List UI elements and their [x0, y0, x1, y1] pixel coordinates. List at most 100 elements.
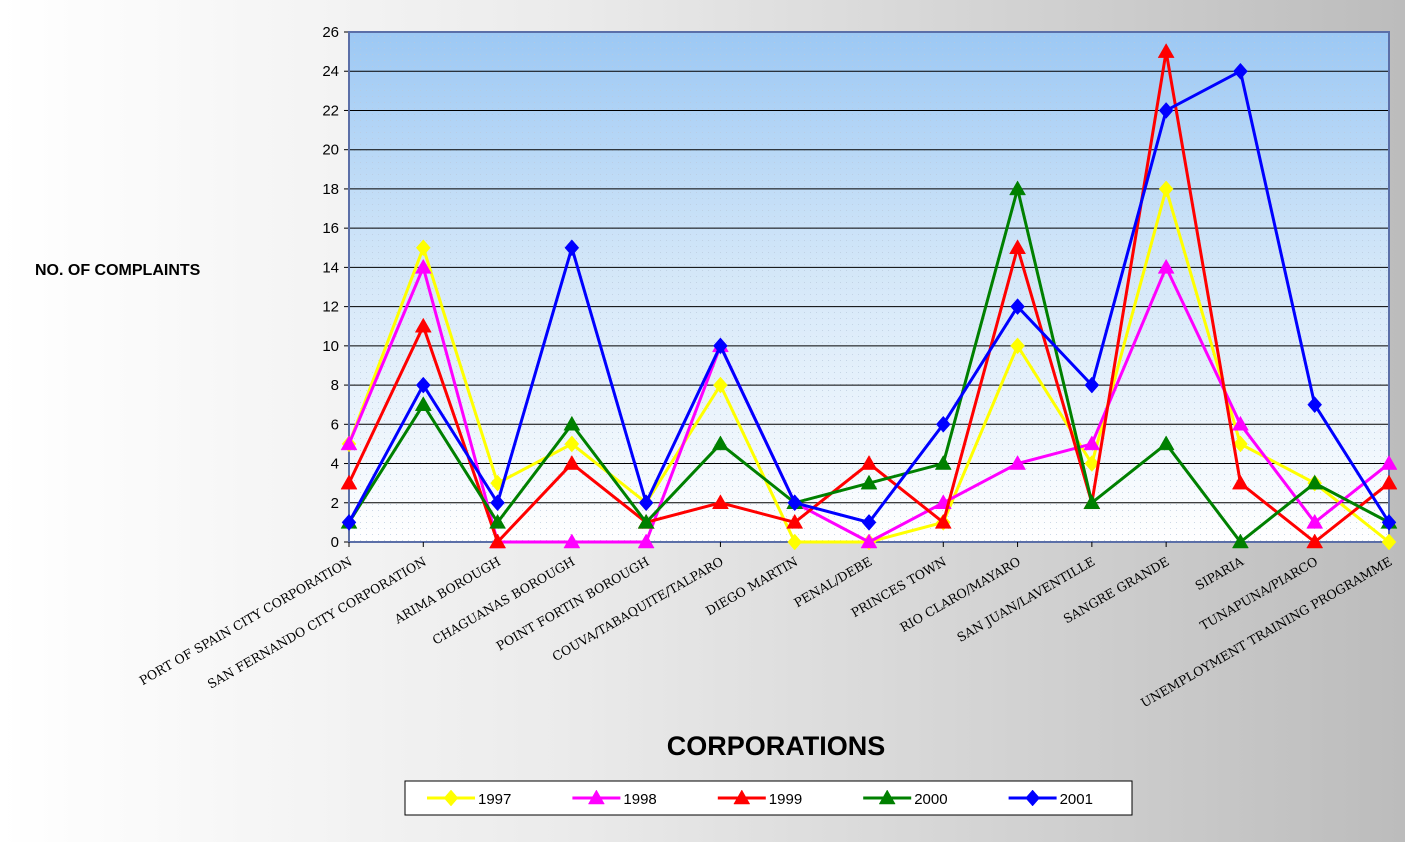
legend-label: 1999 [769, 791, 802, 808]
legend-label: 2000 [914, 791, 947, 808]
data-point-1997 [415, 239, 431, 257]
data-point-1997 [1233, 435, 1248, 453]
y-tick-label: 12 [322, 299, 339, 316]
data-point-2001 [1233, 62, 1248, 80]
legend-item-1998: 1998 [572, 789, 657, 808]
data-point-1997 [1010, 337, 1025, 355]
data-point-2000 [711, 435, 729, 451]
y-tick-label: 8 [331, 377, 339, 394]
data-point-2001 [713, 337, 728, 355]
legend-marker [587, 789, 605, 805]
data-point-1999 [1009, 239, 1027, 255]
data-point-1998 [1157, 258, 1175, 274]
data-point-1999 [1157, 43, 1175, 58]
x-tick-label: TUNAPUNA/PIARCO [1197, 554, 1320, 634]
legend-label: 1997 [478, 791, 511, 808]
data-point-1997 [1158, 180, 1174, 198]
data-point-2001 [638, 494, 654, 512]
data-point-2001 [787, 494, 803, 512]
legend-label: 2001 [1060, 791, 1093, 808]
data-point-1998 [414, 258, 432, 274]
legend-item-2001: 2001 [1008, 789, 1093, 808]
x-tick-label: CHAGUANAS BOROUGH [430, 554, 578, 648]
legend-item-2000: 2000 [863, 789, 948, 808]
y-tick-label: 24 [322, 63, 339, 80]
data-point-1999 [414, 317, 432, 333]
legend-marker [878, 789, 896, 805]
data-point-2001 [341, 514, 357, 531]
data-point-2000 [1009, 180, 1027, 196]
x-axis-title: CORPORATIONS [667, 731, 886, 761]
data-point-1997 [1084, 455, 1100, 472]
legend-marker [443, 789, 459, 807]
data-point-1998 [1380, 455, 1398, 470]
y-tick-label: 22 [322, 102, 339, 119]
y-tick-label: 16 [322, 220, 339, 237]
data-point-2000 [1306, 474, 1324, 490]
data-point-1998 [860, 533, 878, 549]
data-point-2001 [1010, 298, 1025, 315]
data-point-1999 [786, 513, 804, 529]
y-tick-label: 14 [322, 259, 339, 276]
y-tick-label: 6 [331, 416, 339, 433]
legend-label: 1998 [623, 791, 656, 808]
y-tick-label: 20 [322, 142, 339, 159]
data-point-1999 [563, 455, 581, 470]
data-point-1997 [1381, 533, 1397, 551]
y-tick-label: 0 [331, 534, 339, 551]
data-point-2000 [1083, 494, 1101, 510]
data-point-2001 [490, 494, 505, 512]
data-point-1998 [563, 533, 581, 549]
data-point-2001 [415, 376, 431, 394]
data-point-1999 [1306, 533, 1324, 549]
series-2001 [341, 62, 1397, 531]
data-point-2001 [564, 239, 580, 257]
legend-item-1997: 1997 [427, 789, 511, 808]
y-axis-title: NO. OF COMPLAINTS [35, 262, 201, 279]
data-point-1998 [1009, 455, 1027, 470]
data-point-2001 [935, 415, 951, 433]
data-point-2001 [1381, 514, 1397, 531]
data-point-2001 [1084, 376, 1100, 394]
data-point-1998 [1306, 513, 1324, 529]
data-point-2000 [489, 513, 507, 529]
data-point-1999 [860, 455, 878, 470]
x-tick-label: SAN JUAN/LAVENTILLE [954, 554, 1097, 645]
data-point-1998 [340, 435, 358, 451]
legend-item-1999: 1999 [717, 789, 802, 808]
x-tick-label: UNEMPLOYMENT TRAINING PROGRAMME [1138, 554, 1394, 711]
data-point-2000 [563, 415, 581, 431]
data-point-1997 [564, 435, 580, 453]
data-point-1998 [637, 533, 655, 549]
data-point-1997 [787, 533, 803, 551]
data-point-2000 [637, 513, 655, 529]
x-tick-label: RIO CLARO/MAYARO [897, 554, 1023, 635]
data-point-1997 [713, 376, 728, 394]
legend-marker [733, 789, 751, 805]
data-point-2000 [1157, 435, 1175, 451]
y-tick-label: 4 [331, 456, 339, 473]
legend-marker [1025, 789, 1040, 807]
data-point-1999 [711, 494, 729, 510]
y-tick-label: 2 [331, 495, 339, 512]
data-point-1999 [1231, 474, 1249, 490]
data-point-2000 [414, 396, 432, 411]
data-point-2001 [1307, 396, 1323, 414]
data-point-1999 [1380, 474, 1398, 490]
data-point-1999 [489, 533, 507, 549]
data-point-1999 [934, 513, 952, 529]
data-point-1998 [1231, 415, 1249, 431]
data-point-1999 [340, 474, 358, 490]
data-point-2000 [1231, 533, 1249, 549]
x-tick-label: SIPARIA [1192, 553, 1246, 593]
data-point-1998 [1083, 435, 1101, 451]
y-tick-label: 18 [322, 181, 339, 198]
y-tick-label: 26 [322, 24, 339, 41]
data-point-2001 [861, 514, 877, 531]
data-point-2000 [860, 474, 878, 490]
data-point-2001 [1158, 102, 1174, 119]
y-tick-label: 10 [322, 338, 339, 355]
data-point-2000 [934, 455, 952, 470]
